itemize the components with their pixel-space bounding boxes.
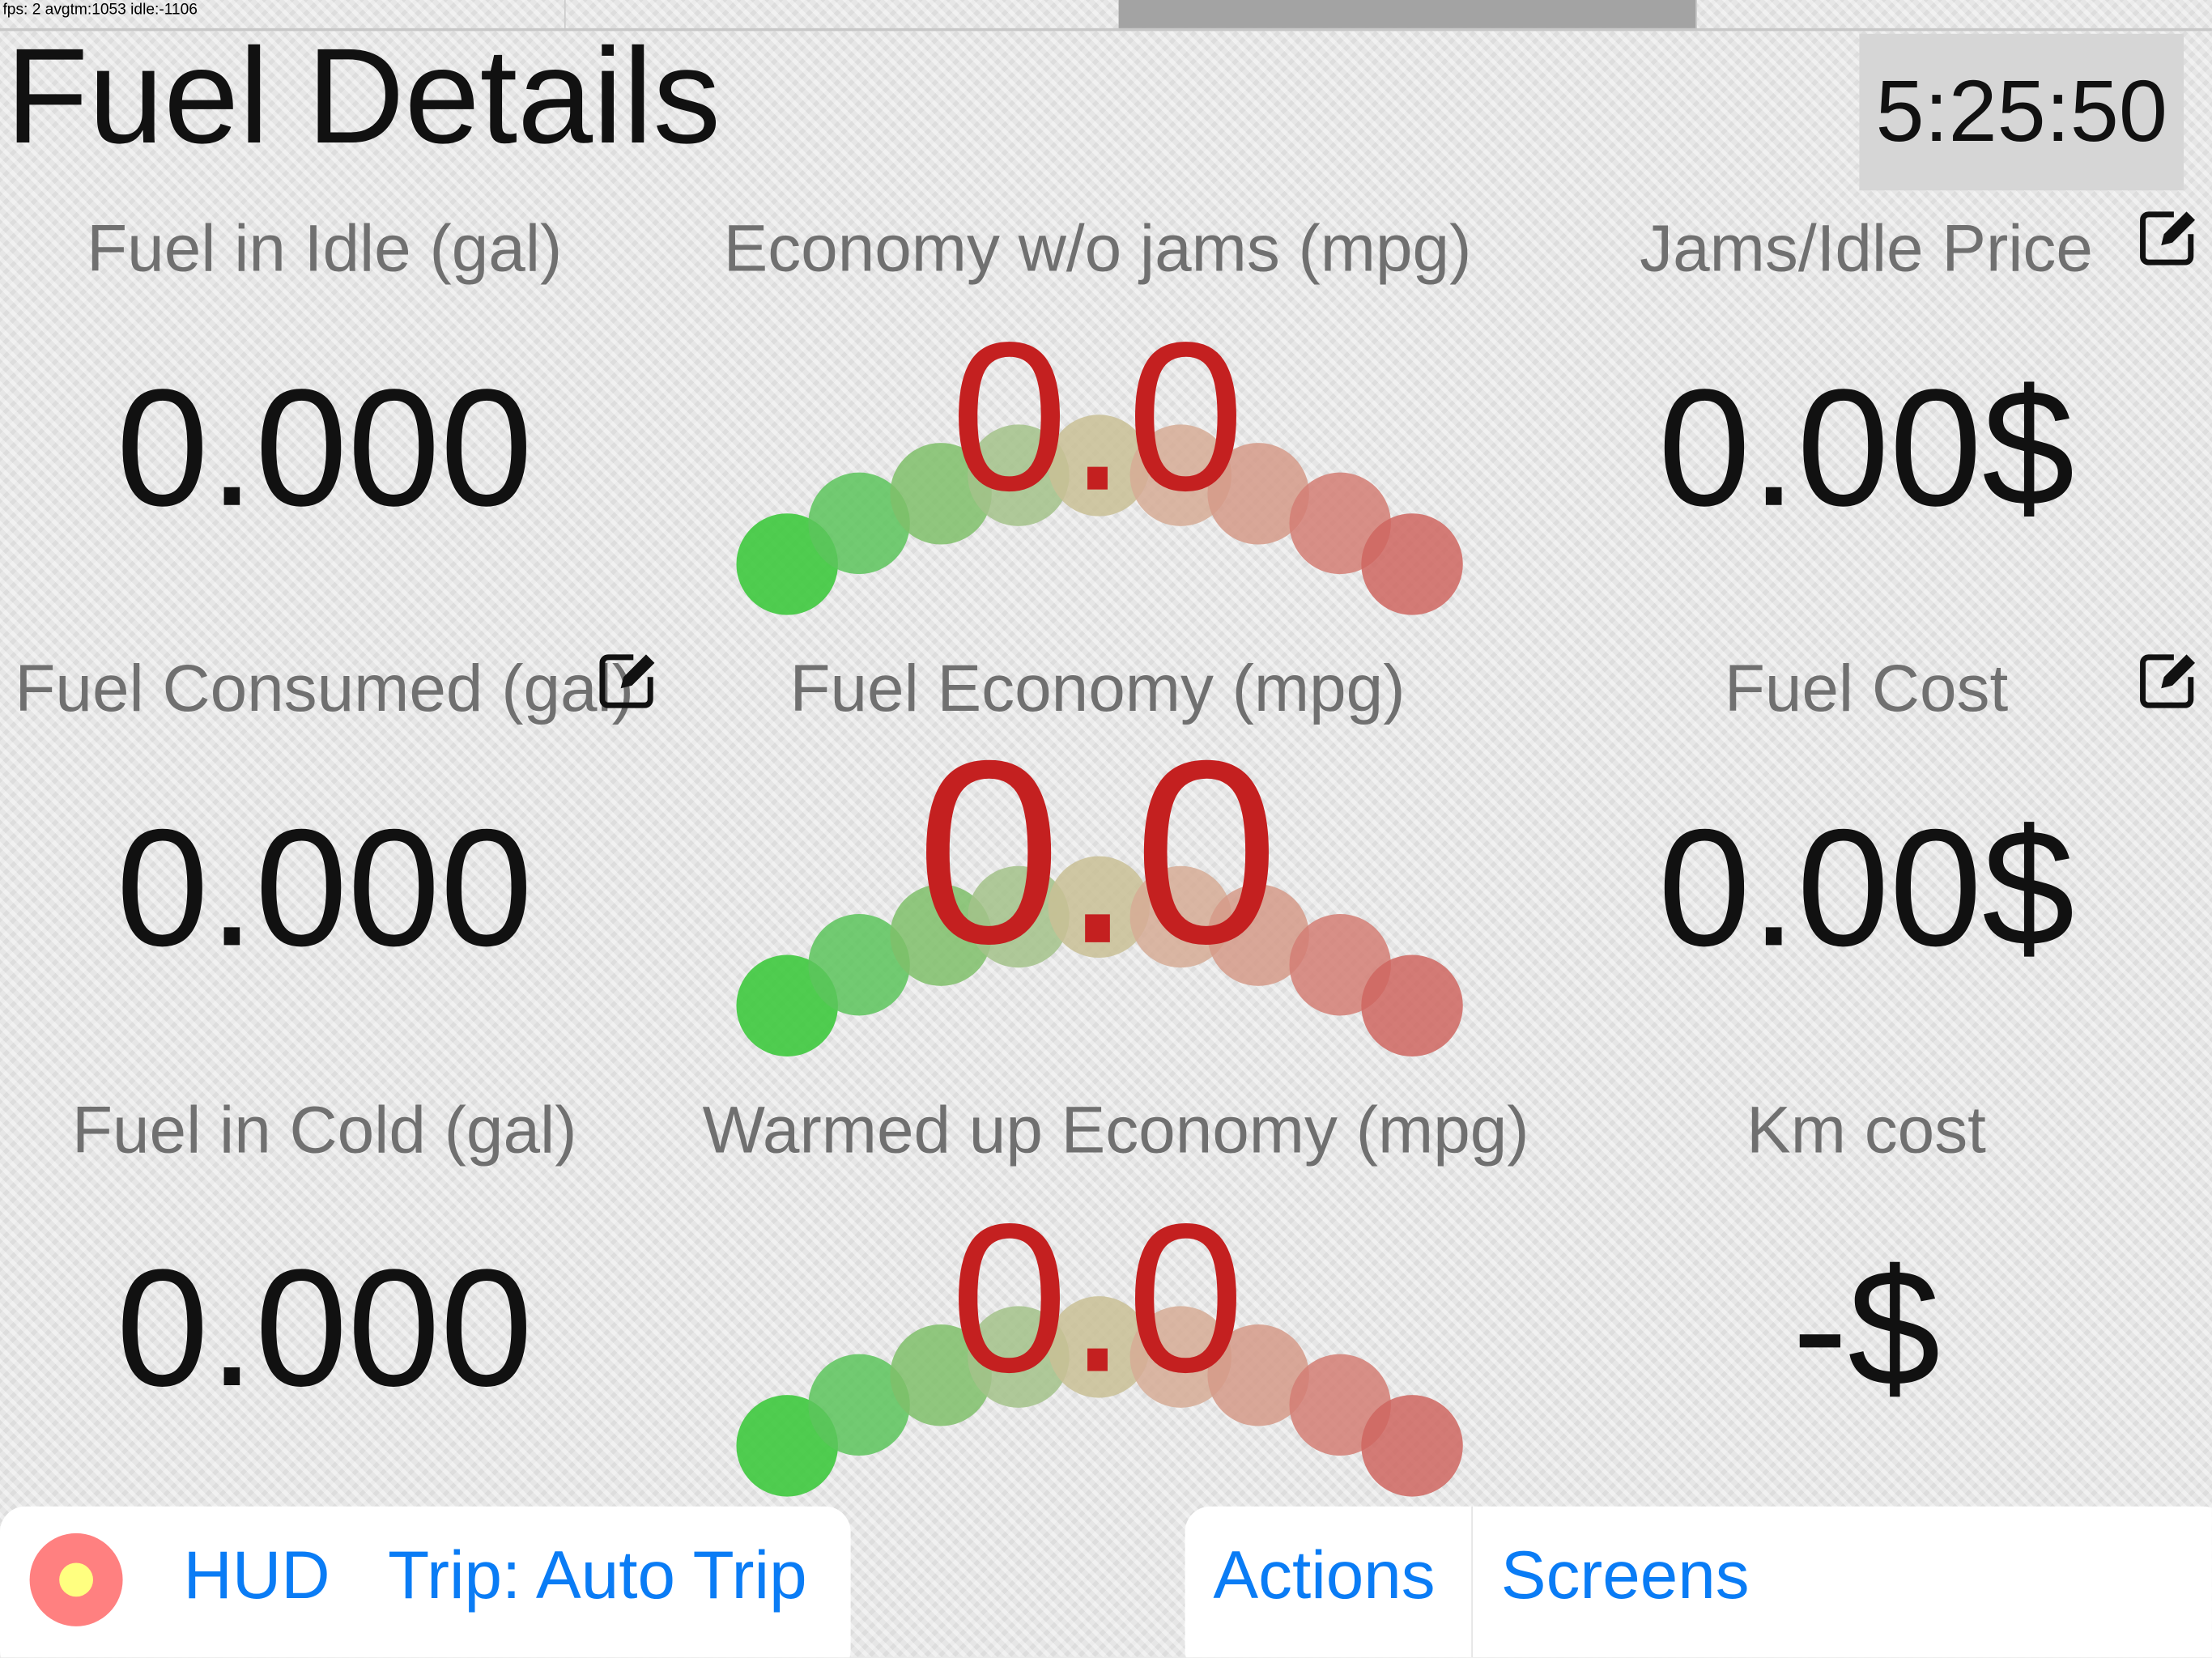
gauge-value: 0.0 — [950, 1179, 1245, 1417]
cell-label: Warmed up Economy (mpg) — [702, 1091, 1529, 1167]
hud-button[interactable]: HUD — [183, 1538, 330, 1614]
cell-label: Fuel Economy (mpg) — [789, 650, 1406, 725]
cell-label: Fuel Cost — [1724, 650, 2009, 725]
cell-value: 0.000 — [116, 355, 533, 542]
page-title: Fuel Details — [5, 21, 721, 172]
cell-label: Km cost — [1746, 1091, 1986, 1167]
economy-gauge: 0.0 — [703, 1192, 1493, 1558]
gauge-dot — [1361, 1395, 1463, 1497]
clock: 5:25:50 — [1859, 33, 2184, 191]
fps-readout: fps: 2 avgtm:1053 idle:-1106 — [2, 1, 198, 19]
gauge-value: 0.0 — [916, 708, 1279, 999]
cell-label: Fuel in Cold (gal) — [71, 1091, 577, 1167]
cell-label: Fuel Consumed (gal) — [15, 650, 635, 725]
actions-button[interactable]: Actions — [1213, 1538, 1436, 1614]
economy-gauge: 0.0 — [703, 723, 1493, 1118]
gauge-dot — [1361, 954, 1463, 1056]
edit-icon[interactable] — [2138, 648, 2200, 711]
cell-label: Economy w/o jams (mpg) — [723, 210, 1472, 285]
right-toolbar — [1185, 1506, 2212, 1658]
economy-gauge: 0.0 — [703, 310, 1493, 677]
gauge-dot — [1361, 513, 1463, 615]
cell-value: -$ — [1792, 1235, 1941, 1422]
edit-icon[interactable] — [2138, 206, 2200, 268]
cell-label: Jams/Idle Price — [1640, 210, 2093, 285]
status-strip: fps: 2 avgtm:1053 idle:-1106 — [0, 0, 2212, 32]
page-indicator — [1118, 0, 1697, 28]
left-toolbar — [0, 1506, 851, 1658]
cell-value: 0.00$ — [1657, 355, 2075, 542]
edit-icon[interactable] — [597, 648, 659, 711]
cell-value: 0.00$ — [1657, 795, 2075, 982]
cell-value: 0.000 — [116, 795, 533, 982]
screens-button[interactable]: Screens — [1500, 1538, 1750, 1614]
gauge-value: 0.0 — [950, 297, 1245, 535]
divider — [1471, 1506, 1473, 1658]
trip-button[interactable]: Trip: Auto Trip — [388, 1538, 807, 1614]
cell-value: 0.000 — [116, 1235, 533, 1422]
cell-label: Fuel in Idle (gal) — [87, 210, 563, 285]
record-icon[interactable] — [29, 1533, 123, 1626]
